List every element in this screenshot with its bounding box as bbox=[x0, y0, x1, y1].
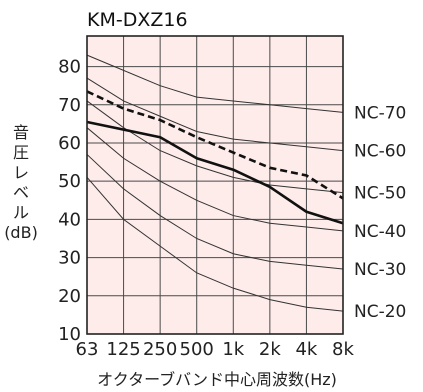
y-tick-label: 10 bbox=[58, 324, 81, 345]
y-label-char: ル bbox=[13, 203, 29, 222]
plot-area bbox=[87, 36, 343, 334]
x-axis-label: オクターブバンド中心周波数(Hz) bbox=[97, 370, 337, 389]
x-tick-label: 1k bbox=[222, 339, 244, 360]
nc-curve-nc-70 bbox=[86, 54, 344, 113]
y-tick-label: 80 bbox=[58, 57, 81, 78]
y-label-char: 音 bbox=[13, 123, 29, 142]
y-tick-label: 30 bbox=[58, 248, 81, 269]
y-label-char: (dB) bbox=[4, 223, 38, 242]
nc-curves bbox=[86, 54, 344, 312]
x-tick-label: 63 bbox=[76, 339, 99, 360]
nc-curve-nc-20 bbox=[86, 177, 344, 312]
x-tick-label: 4k bbox=[295, 339, 317, 360]
x-tick-label: 125 bbox=[106, 339, 140, 360]
nc-labels: NC-70 NC-60 NC-50 NC-40 NC-30 NC-20 bbox=[354, 103, 406, 322]
y-tick-label: 50 bbox=[58, 171, 81, 192]
measured-series bbox=[86, 90, 344, 225]
series-line-dashed bbox=[86, 90, 344, 200]
x-axis-ticks: 63 125 250 500 1k 2k 4k 8k bbox=[76, 339, 355, 360]
nc-label: NC-40 bbox=[354, 222, 406, 242]
nc-curve-nc-60 bbox=[86, 77, 344, 152]
y-axis-ticks: 10 20 30 40 50 60 70 80 bbox=[58, 57, 81, 345]
nc-curve-nc-40 bbox=[86, 127, 344, 232]
nc-label: NC-20 bbox=[354, 302, 406, 322]
x-tick-label: 8k bbox=[332, 339, 354, 360]
x-tick-label: 2k bbox=[259, 339, 281, 360]
y-label-char: 圧 bbox=[13, 143, 29, 162]
nc-label: NC-30 bbox=[354, 260, 406, 280]
x-tick-label: 250 bbox=[143, 339, 177, 360]
y-label-char: レ bbox=[13, 163, 29, 182]
y-label-char: ベ bbox=[13, 183, 29, 202]
series-line-solid bbox=[86, 120, 344, 225]
nc-label: NC-50 bbox=[354, 184, 406, 204]
nc-label: NC-70 bbox=[354, 103, 406, 123]
x-tick-label: 500 bbox=[180, 339, 214, 360]
y-tick-label: 20 bbox=[58, 286, 81, 307]
plot-frame bbox=[86, 35, 344, 335]
y-tick-label: 40 bbox=[58, 209, 81, 230]
y-tick-label: 60 bbox=[58, 133, 81, 154]
chart-title: KM-DXZ16 bbox=[87, 9, 188, 31]
nc-curve-nc-30 bbox=[86, 154, 344, 270]
nc-label: NC-60 bbox=[354, 142, 406, 162]
y-tick-label: 70 bbox=[58, 95, 81, 116]
